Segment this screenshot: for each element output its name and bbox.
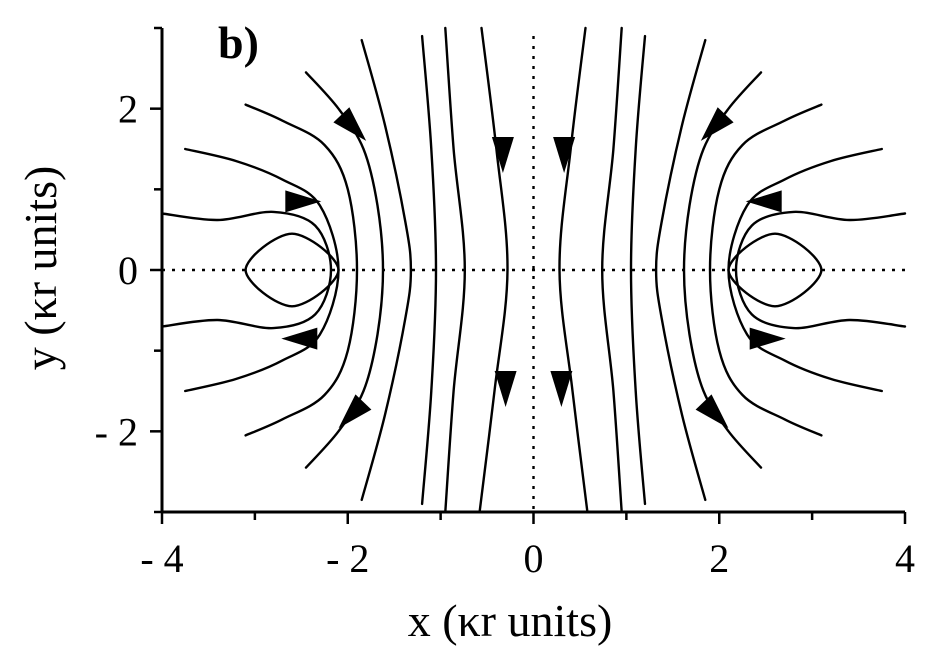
x-axis-title: x (κr units) (408, 595, 613, 646)
streamline (184, 147, 340, 393)
flow-arrow (553, 137, 576, 173)
flow-arrow (550, 371, 573, 407)
flow-arrows (281, 107, 786, 429)
streamline (654, 38, 707, 502)
panel-label: b) (218, 17, 259, 68)
streamline (244, 232, 340, 308)
y-tick-label: 0 (118, 248, 138, 293)
flow-arrow (491, 137, 514, 173)
streamline (244, 103, 359, 437)
flow-arrow (338, 394, 372, 429)
axes: - 4 - 2 0 2 4 - 2 0 2 (95, 26, 915, 581)
streamline (727, 147, 883, 393)
streamline (601, 26, 623, 514)
streamline (708, 103, 823, 437)
flow-arrow (749, 327, 786, 350)
flow-arrow (333, 107, 367, 141)
x-tick-label: - 2 (326, 536, 369, 581)
streamline (420, 34, 438, 506)
streamline (360, 38, 413, 502)
x-tick-label: 2 (709, 536, 729, 581)
y-tick-label: 2 (118, 87, 138, 132)
zero-lines (162, 36, 905, 512)
flow-arrow (745, 190, 782, 213)
flow-arrow (494, 371, 517, 407)
x-tick-label: 4 (895, 536, 915, 581)
x-tick-label: - 4 (140, 536, 183, 581)
flow-arrow (700, 107, 734, 141)
streamline (558, 26, 589, 514)
flow-arrow (285, 190, 322, 213)
flow-arrow (695, 394, 729, 429)
y-tick-label: - 2 (95, 409, 138, 454)
streamline (478, 26, 509, 514)
flow-arrow (281, 327, 318, 350)
streamline (734, 210, 907, 330)
streamline (629, 34, 647, 506)
streamline (444, 26, 466, 514)
streamline (727, 232, 823, 308)
y-axis-title: y (κr units) (15, 166, 66, 371)
streamline (160, 210, 333, 330)
x-tick-label: 0 (524, 536, 544, 581)
